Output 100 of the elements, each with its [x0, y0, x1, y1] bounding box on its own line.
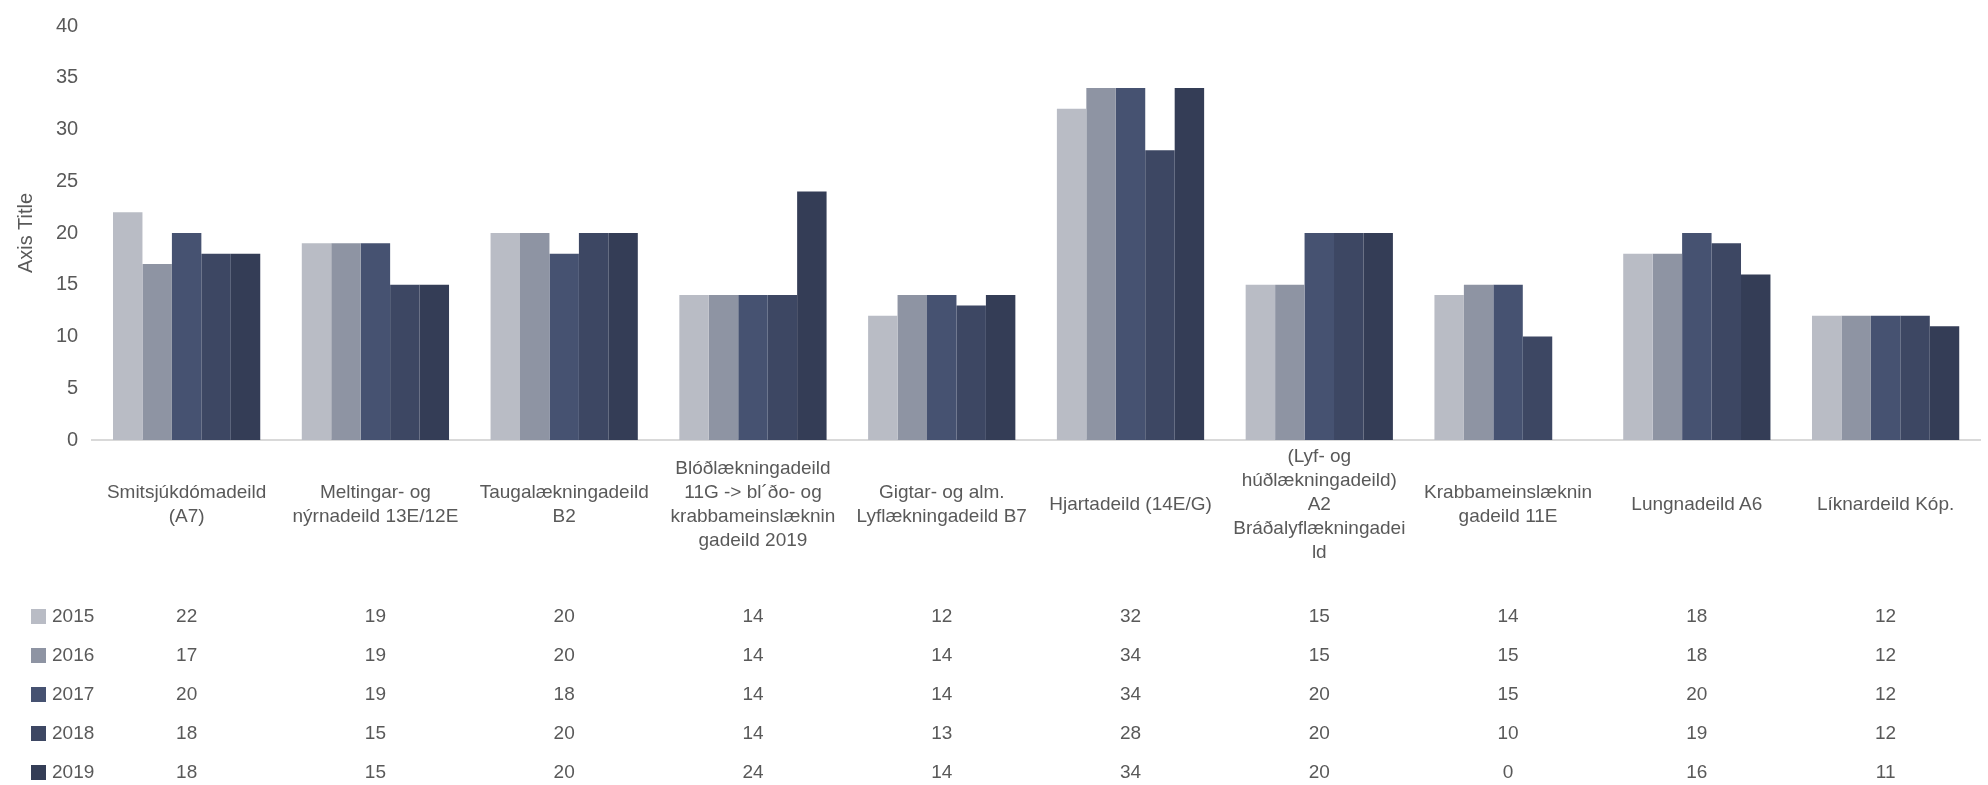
bar: [113, 212, 143, 440]
data-label: 18: [176, 722, 198, 744]
data-label: 34: [1119, 644, 1142, 666]
x-tick-label: (Lyf- og húðlækningadeild) A2 Bráðalyflækningadeild: [1233, 445, 1406, 563]
data-label: 16: [1686, 761, 1708, 783]
data-label: 18: [1686, 644, 1708, 666]
data-label: 20: [553, 605, 575, 627]
legend-label: 2017: [52, 683, 95, 705]
bar: [171, 233, 202, 440]
data-label: 20: [1686, 683, 1708, 705]
data-label: 20: [176, 683, 198, 705]
x-tick-label: Smitsjúkdómadeild (A7): [106, 481, 267, 527]
data-label: 14: [742, 683, 764, 705]
x-tick-label: Krabbameinslækningadeild 11E: [1424, 481, 1593, 527]
bar: [708, 295, 739, 440]
y-axis-title: Axis Title: [13, 192, 36, 274]
legend-label: 2019: [52, 761, 95, 783]
bar: [956, 305, 986, 440]
bar: [1522, 336, 1553, 440]
data-label: 12: [1875, 683, 1897, 705]
data-label: 20: [1308, 761, 1330, 783]
bar: [1145, 150, 1175, 440]
bar: [1304, 233, 1335, 440]
y-tick-label: 10: [56, 324, 79, 347]
data-label: 14: [742, 644, 764, 666]
x-tick-label: Gigtar- og alm. Lyflækningadeild B7: [856, 481, 1027, 527]
data-label: 15: [1497, 644, 1519, 666]
data-label: 28: [1119, 722, 1142, 744]
data-label: 0: [1502, 761, 1514, 783]
y-tick-label: 35: [56, 65, 79, 88]
data-label: 20: [553, 644, 575, 666]
data-label: 11: [1875, 761, 1896, 783]
y-tick-label: 40: [56, 13, 79, 36]
bar: [390, 284, 420, 440]
y-tick-label: 0: [67, 427, 79, 450]
bar: [927, 295, 957, 440]
bar: [897, 295, 928, 440]
x-tick-label: Lungnadeild A6: [1631, 493, 1763, 515]
y-tick-label: 5: [67, 375, 79, 398]
x-tick-label: Blóðlækningadeild 11G -> bl´ðo- og krabbameinslækningadeild 2019: [670, 457, 836, 551]
bar: [1334, 233, 1364, 440]
data-label: 14: [931, 761, 953, 783]
data-label: 12: [1875, 605, 1897, 627]
data-label: 14: [742, 722, 764, 744]
y-tick-label: 25: [56, 168, 79, 191]
data-label: 18: [553, 683, 575, 705]
data-label: 15: [364, 722, 386, 744]
data-label: 14: [931, 644, 953, 666]
bar: [549, 253, 579, 440]
bar: [1493, 284, 1523, 440]
bar: [1086, 88, 1116, 440]
data-label: 15: [1308, 605, 1330, 627]
data-label: 15: [1497, 683, 1519, 705]
bar: [1682, 233, 1712, 440]
bar: [738, 295, 768, 440]
data-label: 14: [931, 683, 953, 705]
data-label: 19: [364, 683, 386, 705]
legend-label: 2018: [52, 722, 95, 744]
data-label: 19: [364, 644, 386, 666]
legend-label: 2015: [52, 605, 95, 627]
data-label: 18: [176, 761, 198, 783]
x-tick-label: Líknardeild Kóp.: [1816, 493, 1955, 515]
bar: [1711, 243, 1742, 440]
bar: [1741, 274, 1771, 440]
data-label: 20: [1308, 683, 1330, 705]
data-label: 12: [1875, 644, 1897, 666]
bar: [797, 191, 827, 440]
bar: [490, 233, 521, 440]
bar: [1870, 315, 1901, 440]
y-tick-label: 20: [56, 220, 79, 243]
bar: [520, 233, 550, 440]
data-label: 15: [1308, 644, 1330, 666]
bar: [1841, 315, 1871, 440]
y-tick-label: 15: [56, 272, 79, 295]
x-tick-label: Hjartadeild (14E/G): [1049, 493, 1212, 515]
bar: [679, 295, 709, 440]
data-label: 18: [1686, 605, 1708, 627]
bar: [1811, 315, 1842, 440]
bar: [230, 253, 261, 440]
bar: [868, 315, 898, 440]
bar: [1652, 253, 1683, 440]
bar: [767, 295, 798, 440]
data-label: 20: [1308, 722, 1330, 744]
data-label: 14: [1497, 605, 1520, 627]
data-label: 34: [1119, 683, 1142, 705]
data-label: 12: [1875, 722, 1897, 744]
bar: [1056, 108, 1087, 440]
bar: [1245, 284, 1276, 440]
bar: [301, 243, 332, 440]
bar: [331, 243, 361, 440]
y-tick-label: 30: [56, 117, 79, 140]
data-label: 17: [176, 644, 198, 666]
bar: [1623, 253, 1653, 440]
bar: [1929, 326, 1960, 440]
bar: [1174, 88, 1205, 440]
data-label: 13: [931, 722, 953, 744]
data-label: 19: [1686, 722, 1708, 744]
data-label: 10: [1497, 722, 1519, 744]
bar: [1115, 88, 1146, 440]
bar: [1463, 284, 1494, 440]
